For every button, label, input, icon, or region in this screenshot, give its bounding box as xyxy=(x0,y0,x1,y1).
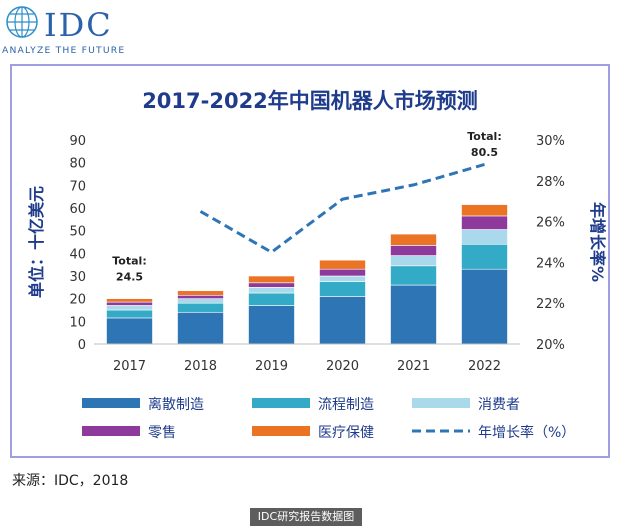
bar-segment xyxy=(248,282,295,288)
y2-tick-label: 24% xyxy=(536,256,565,271)
bar-segment xyxy=(390,245,437,256)
x-tick-label: 2019 xyxy=(255,359,288,374)
legend-swatch xyxy=(252,426,310,436)
bar-segment xyxy=(248,287,295,294)
total-annotation-value: 80.5 xyxy=(471,146,498,159)
bar-segment xyxy=(248,292,295,306)
legend-label: 离散制造 xyxy=(148,396,204,413)
watermark: IDC研究报告数据图 xyxy=(250,508,362,526)
y-tick-label: 70 xyxy=(69,179,86,194)
bar-segment xyxy=(177,294,224,299)
bar-segment xyxy=(390,265,437,286)
y2-tick-label: 26% xyxy=(536,216,565,231)
bar-segment xyxy=(106,305,153,311)
y2-axis-title: 年增长率% xyxy=(588,202,607,282)
bar-segment xyxy=(390,255,437,267)
y-tick-label: 0 xyxy=(78,338,86,353)
y-axis-title: 单位：十亿美元 xyxy=(27,186,46,298)
chart-panel: 2017-2022年中国机器人市场预测 0 10 20 30 40 50 60 70 80 90 单位… xyxy=(10,64,610,458)
bar-segment xyxy=(319,281,366,297)
y-tick-label: 60 xyxy=(69,202,86,217)
bar-segment xyxy=(461,204,508,217)
growth-rate-line xyxy=(199,163,485,254)
bar-segment xyxy=(106,301,153,306)
y2-tick-label: 20% xyxy=(536,338,565,353)
logo-tagline: ANALYZE THE FUTURE xyxy=(2,45,125,56)
source-note: 来源：IDC，2018 xyxy=(12,473,129,489)
legend-label: 流程制造 xyxy=(318,397,374,413)
y2-tick-label: 30% xyxy=(536,134,565,149)
bar-segment xyxy=(319,296,366,345)
x-tick-label: 2020 xyxy=(326,359,359,374)
legend-label: 年增长率（%） xyxy=(478,424,575,441)
chart-title: 2017-2022年中国机器人市场预测 xyxy=(142,89,478,113)
bar-segment xyxy=(177,298,224,304)
legend-swatch xyxy=(82,426,140,436)
bar-segment xyxy=(390,284,437,345)
legend-swatch xyxy=(82,398,140,408)
bar-segment xyxy=(177,302,224,313)
bar-segment xyxy=(248,275,295,284)
bar-segment xyxy=(461,268,508,345)
total-annotation-label: Total: xyxy=(467,130,501,143)
x-tick-label: 2021 xyxy=(397,359,430,374)
x-tick-label: 2022 xyxy=(468,359,501,374)
y-tick-label: 20 xyxy=(69,293,86,308)
bar-segment xyxy=(319,259,366,270)
bar-segment xyxy=(177,290,224,296)
logo-brand: IDC xyxy=(44,6,113,44)
y-tick-label: 30 xyxy=(69,270,86,285)
bar-segment xyxy=(461,215,508,230)
bar-segment xyxy=(248,305,295,345)
legend-label: 消费者 xyxy=(478,397,520,413)
x-tick-label: 2017 xyxy=(113,359,146,374)
bar-segment xyxy=(106,298,153,303)
y-tick-label: 50 xyxy=(69,225,86,240)
total-annotation-value: 24.5 xyxy=(116,271,143,284)
legend-swatch xyxy=(412,398,470,408)
chart: 2017-2022年中国机器人市场预测 0 10 20 30 40 50 60 70 80 90 单位… xyxy=(27,89,607,441)
total-annotation-label: Total: xyxy=(112,255,146,268)
y2-tick-label: 28% xyxy=(536,175,565,190)
bar-segment xyxy=(106,309,153,319)
y-tick-label: 40 xyxy=(69,247,86,262)
globe-icon xyxy=(6,6,38,38)
legend-swatch xyxy=(252,398,310,408)
y-tick-label: 10 xyxy=(69,315,86,330)
bar-segment xyxy=(319,275,366,282)
legend-label: 零售 xyxy=(148,425,176,441)
legend-label: 医疗保健 xyxy=(318,425,374,441)
y-tick-label: 80 xyxy=(69,157,86,172)
bar-segment xyxy=(461,243,508,270)
bar-segment xyxy=(106,317,153,345)
y2-tick-label: 22% xyxy=(536,297,565,312)
bar-segment xyxy=(319,268,366,277)
x-tick-label: 2018 xyxy=(184,359,217,374)
idc-logo: IDC ANALYZE THE FUTURE xyxy=(2,6,125,56)
bar-segment xyxy=(177,311,224,345)
bar-segment xyxy=(461,229,508,245)
bar-segment xyxy=(390,233,437,246)
y-tick-label: 90 xyxy=(69,134,86,149)
